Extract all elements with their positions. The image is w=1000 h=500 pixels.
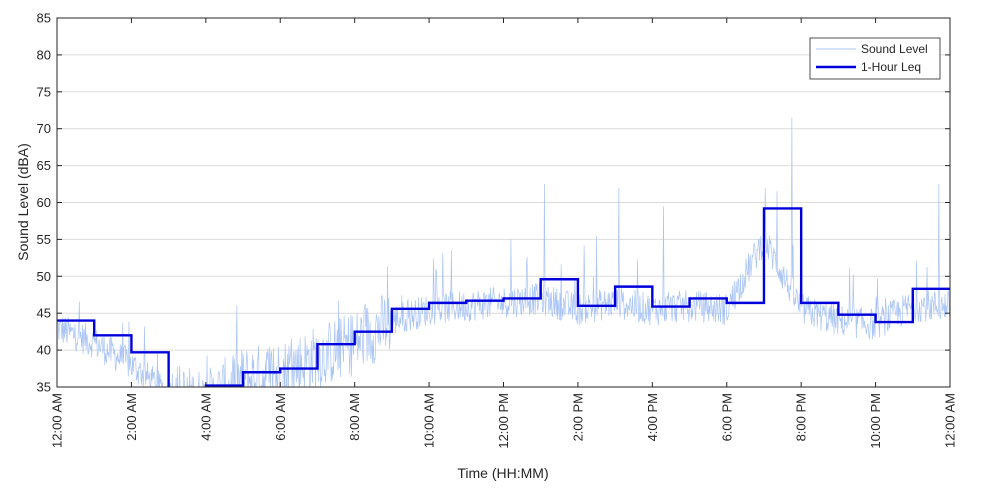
x-tick-label: 10:00 PM [868, 393, 883, 449]
y-tick-label: 60 [37, 195, 51, 210]
x-tick-label: 2:00 PM [570, 393, 585, 441]
y-tick-label: 50 [37, 269, 51, 284]
y-tick-label: 55 [37, 232, 51, 247]
y-tick-label: 70 [37, 121, 51, 136]
y-tick-label: 85 [37, 11, 51, 26]
y-tick-label: 65 [37, 158, 51, 173]
x-axis: 12:00 AM 2:00 AM 4:00 AM 6:00 AM 8:00 AM 10:0… [50, 18, 958, 449]
x-axis-label: Time (HH:MM) [457, 465, 548, 481]
x-tick-label: 6:00 AM [273, 393, 288, 441]
y-tick-label: 35 [37, 380, 51, 395]
legend-box [809, 37, 941, 80]
x-tick-label: 4:00 PM [645, 393, 660, 441]
legend-entry-sound-level: Sound Level [861, 42, 928, 56]
x-tick-label: 8:00 PM [794, 393, 809, 441]
series-1-hour-leq-line [57, 207, 950, 387]
x-tick-label: 12:00 PM [496, 393, 511, 449]
x-tick-label: 12:00 AM [50, 393, 65, 448]
x-tick-label: 6:00 PM [719, 393, 734, 441]
x-tick-label: 4:00 AM [198, 393, 213, 441]
series-layer [57, 117, 950, 387]
x-tick-label: 10:00 AM [422, 393, 437, 448]
legend-entry-1-hour-leq: 1-Hour Leq [861, 60, 921, 74]
x-tick-label: 2:00 AM [124, 393, 139, 441]
y-tick-label: 80 [37, 47, 51, 62]
y-axis-label: Sound Level (dBA) [15, 143, 31, 261]
legend: Sound Level 1-Hour Leq [809, 37, 941, 80]
y-tick-label: 45 [37, 306, 51, 321]
x-tick-label: 12:00 AM [943, 393, 958, 448]
y-tick-label: 75 [37, 84, 51, 99]
y-tick-label: 40 [37, 343, 51, 358]
y-axis: 35 40 45 50 55 60 65 70 75 80 85 [37, 11, 950, 395]
x-tick-label: 8:00 AM [347, 393, 362, 441]
